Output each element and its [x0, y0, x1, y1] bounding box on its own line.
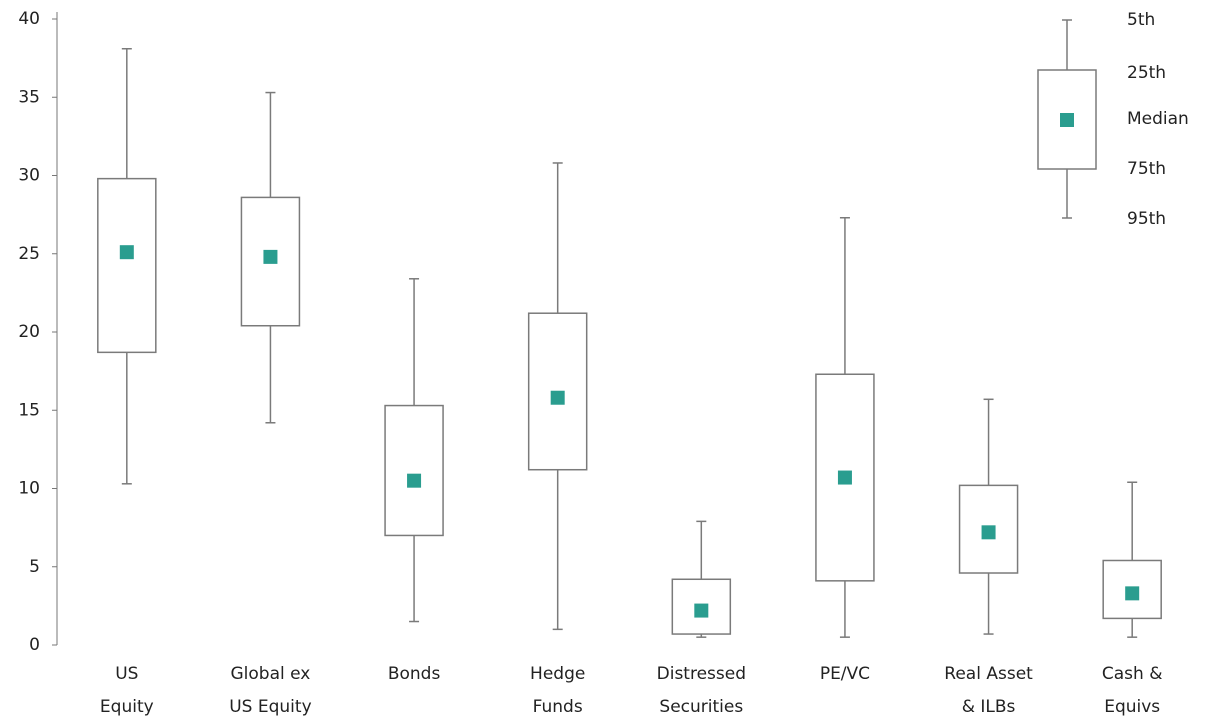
y-tick-label: 40: [18, 9, 40, 29]
legend-label: Median: [1127, 109, 1189, 129]
median-marker: [407, 473, 422, 488]
x-tick-label: Cash &: [1102, 664, 1163, 684]
y-tick-label: 0: [29, 635, 40, 655]
median-marker: [981, 525, 996, 540]
y-tick-label: 20: [18, 322, 40, 342]
median-marker: [694, 603, 709, 618]
legend-label: 75th: [1127, 159, 1166, 179]
x-tick-label: US Equity: [229, 697, 311, 717]
x-tick-label: Global ex: [231, 664, 311, 684]
x-tick-label: Distressed: [657, 664, 746, 684]
median-marker: [837, 470, 852, 485]
box: [671, 578, 732, 635]
box: [384, 404, 444, 537]
x-tick-label: PE/VC: [820, 664, 870, 684]
x-tick-label: Bonds: [388, 664, 441, 684]
y-tick-label: 25: [18, 244, 40, 264]
median-marker: [1060, 113, 1074, 127]
x-tick-label: Securities: [659, 697, 743, 717]
box: [815, 373, 875, 582]
box: [958, 484, 1019, 574]
legend-label: 95th: [1127, 209, 1166, 229]
legend-label: 25th: [1127, 63, 1166, 83]
legend-label: 5th: [1127, 10, 1155, 30]
x-tick-label: Funds: [533, 697, 583, 717]
box: [527, 312, 588, 471]
x-tick-label: & ILBs: [962, 697, 1016, 717]
x-tick-label: Real Asset: [944, 664, 1033, 684]
y-tick-label: 35: [18, 87, 40, 107]
x-tick-label: Hedge: [530, 664, 585, 684]
median-marker: [550, 390, 565, 405]
x-tick-label: Equivs: [1104, 697, 1160, 717]
median-marker: [119, 245, 134, 260]
y-tick-label: 30: [18, 166, 40, 186]
x-tick-label: Equity: [100, 697, 154, 717]
box: [1037, 69, 1097, 170]
median-marker: [263, 249, 278, 264]
x-tick-label: US: [115, 664, 138, 684]
y-tick-label: 10: [18, 479, 40, 499]
box: [240, 196, 301, 327]
box: [97, 177, 157, 354]
y-tick-label: 15: [18, 400, 40, 420]
median-marker: [1125, 586, 1140, 601]
box: [1102, 559, 1162, 620]
y-tick-label: 5: [29, 557, 40, 577]
